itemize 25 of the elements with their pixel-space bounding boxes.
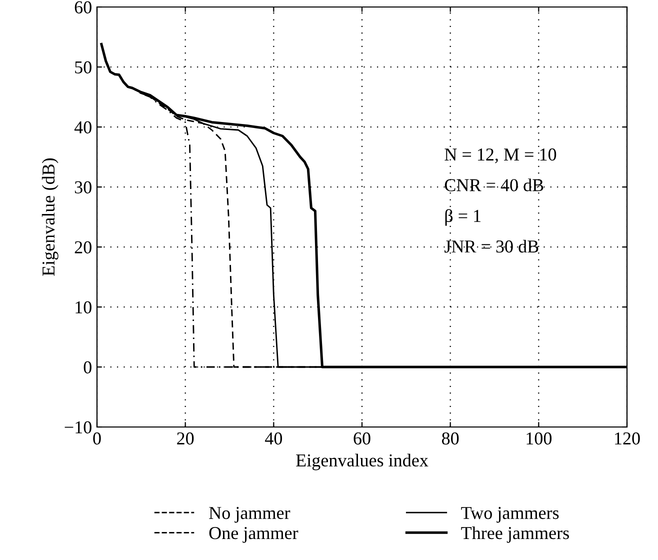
x-tick-label: 100: [526, 432, 552, 445]
y-tick-label: 0: [84, 361, 92, 374]
y-tick-label: 30: [74, 181, 92, 194]
y-tick-label: 20: [74, 241, 92, 254]
y-axis-title: Eigenvalue (dB): [42, 158, 58, 276]
x-axis-title: Eigenvalues index: [296, 454, 428, 470]
y-tick-label: 60: [74, 1, 92, 14]
annotation: JNR = 30 dB: [444, 240, 538, 253]
legend-label: One jammer: [209, 527, 298, 543]
y-tick-label: −10: [64, 421, 92, 434]
legend-label: Two jammers: [461, 506, 559, 523]
annotation: N = 12, M = 10: [444, 148, 556, 164]
y-tick-label: 50: [75, 61, 92, 74]
x-tick-label: 20: [177, 432, 194, 445]
x-tick-label: 60: [354, 432, 370, 445]
y-tick-label: 10: [76, 301, 92, 314]
annotation: CNR = 40 dB: [444, 178, 544, 192]
x-tick-label: 40: [264, 432, 282, 445]
annotation: β = 1: [445, 209, 480, 226]
legend-label: No jammer: [209, 506, 290, 523]
x-tick-label: 80: [442, 432, 459, 445]
legend-label: Three jammers: [461, 526, 569, 543]
x-tick-label: 0: [93, 432, 101, 445]
x-tick-label: 120: [615, 432, 640, 445]
y-tick-label: 40: [74, 121, 92, 134]
